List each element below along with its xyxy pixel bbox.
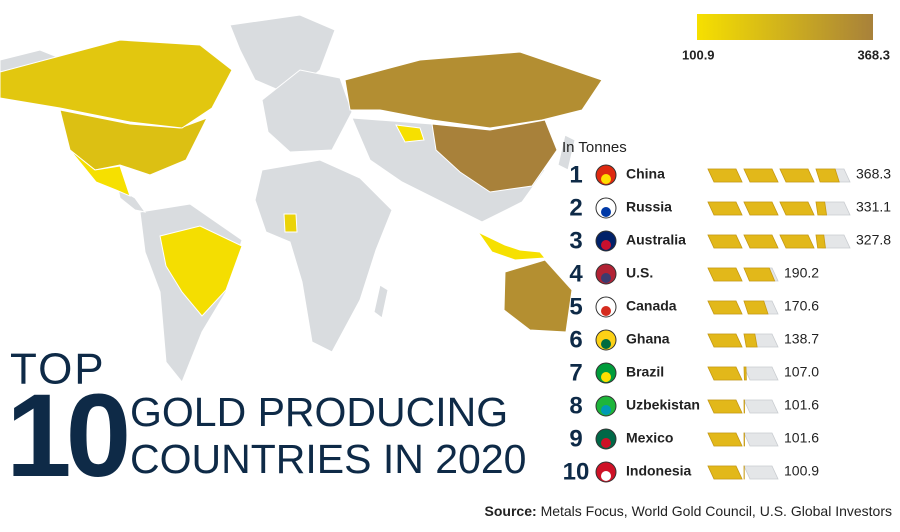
- bar-gold: [744, 301, 768, 314]
- rank: 5: [569, 293, 582, 320]
- gold-bars: [708, 433, 778, 446]
- bar-gold: [744, 400, 745, 413]
- bar-gold: [744, 169, 778, 182]
- bar-gold: [744, 268, 775, 281]
- bar-gold: [816, 202, 827, 215]
- flag-detail: [601, 405, 611, 415]
- bar-gold: [708, 433, 742, 446]
- madagascar: [374, 285, 388, 318]
- title-number: 10: [6, 370, 127, 502]
- value: 100.9: [784, 463, 819, 479]
- flag-detail: [601, 438, 611, 448]
- bar-empty: [744, 466, 778, 479]
- gold-bars: [708, 400, 778, 413]
- gold-bars: [708, 235, 850, 248]
- country: Brazil: [626, 364, 664, 380]
- rank: 7: [569, 359, 582, 386]
- flag-detail: [601, 306, 611, 316]
- unit-label: In Tonnes: [562, 139, 627, 156]
- rank: 3: [569, 227, 582, 254]
- gold-bars: [708, 268, 778, 281]
- bar-gold: [708, 235, 742, 248]
- country: China: [626, 166, 665, 182]
- bar-gold: [744, 367, 746, 380]
- bar-gold: [708, 367, 742, 380]
- bar-gold: [744, 334, 757, 347]
- gold-bars: [708, 334, 778, 347]
- flag-detail: [601, 339, 611, 349]
- bar-gold: [708, 400, 742, 413]
- rank: 4: [569, 260, 583, 287]
- gold-bars: [708, 367, 778, 380]
- bar-gold: [744, 433, 745, 446]
- bar-empty: [744, 367, 778, 380]
- bar-gold: [708, 268, 742, 281]
- bar-empty: [744, 400, 778, 413]
- value: 368.3: [856, 166, 891, 182]
- source-text: Metals Focus, World Gold Council, U.S. G…: [541, 503, 892, 519]
- bar-gold: [816, 235, 825, 248]
- bar-gold: [708, 301, 742, 314]
- gold-bars: [708, 466, 778, 479]
- value: 170.6: [784, 298, 819, 314]
- flag-detail: [601, 174, 611, 184]
- value: 190.2: [784, 265, 819, 281]
- country-shape: [345, 52, 602, 128]
- rank: 2: [569, 194, 582, 221]
- bar-gold: [708, 202, 742, 215]
- rank: 6: [569, 326, 582, 353]
- bar-gold: [744, 235, 778, 248]
- bar-gold: [816, 169, 839, 182]
- country: Indonesia: [626, 463, 692, 479]
- country: Russia: [626, 199, 672, 215]
- flag-detail: [601, 471, 611, 481]
- gold-bars: [708, 169, 850, 182]
- country: Australia: [626, 232, 686, 248]
- bar-empty: [744, 433, 778, 446]
- legend-min: 100.9: [682, 47, 715, 62]
- value: 331.1: [856, 199, 891, 215]
- value: 327.8: [856, 232, 891, 248]
- value: 101.6: [784, 430, 819, 446]
- country: Mexico: [626, 430, 673, 446]
- bar-gold: [708, 466, 742, 479]
- flag-detail: [601, 240, 611, 250]
- country: Ghana: [626, 331, 670, 347]
- source: Source: Metals Focus, World Gold Council…: [485, 503, 892, 519]
- rank: 9: [569, 425, 582, 452]
- world-map: [0, 15, 602, 382]
- source-label: Source:: [485, 503, 537, 519]
- value: 101.6: [784, 397, 819, 413]
- flag-detail: [601, 207, 611, 217]
- bar-gold: [708, 334, 742, 347]
- bar-gold: [708, 169, 742, 182]
- bar-gold: [780, 235, 814, 248]
- flag-detail: [601, 372, 611, 382]
- gold-bars: [708, 202, 850, 215]
- gold-bars: [708, 301, 778, 314]
- title-line1: GOLD PRODUCING: [130, 389, 508, 435]
- rank: 8: [569, 392, 582, 419]
- bar-gold: [744, 202, 778, 215]
- bar-gold: [780, 169, 814, 182]
- value: 107.0: [784, 364, 819, 380]
- flag-detail: [601, 273, 611, 283]
- legend: 100.9 368.3: [682, 14, 890, 62]
- africa: [255, 160, 392, 352]
- rank: 10: [563, 458, 590, 485]
- value: 138.7: [784, 331, 819, 347]
- legend-max: 368.3: [857, 47, 890, 62]
- country: Canada: [626, 298, 677, 314]
- rank: 1: [569, 161, 582, 188]
- country: Uzbekistan: [626, 397, 700, 413]
- country-shape: [478, 232, 545, 260]
- country-shape: [504, 260, 572, 332]
- legend-gradient: [697, 14, 873, 40]
- bar-gold: [780, 202, 814, 215]
- country: U.S.: [626, 265, 653, 281]
- title-line2: COUNTRIES IN 2020: [130, 436, 526, 482]
- country-shape: [284, 214, 297, 232]
